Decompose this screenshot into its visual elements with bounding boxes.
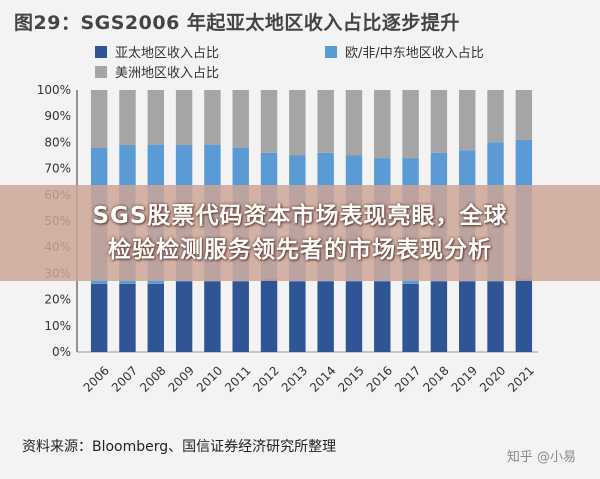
bar-segment <box>345 281 363 352</box>
legend-label: 欧/非/中东地区收入占比 <box>345 46 484 61</box>
bar-segment <box>232 90 249 148</box>
legend-label: 美洲地区收入占比 <box>115 66 220 81</box>
x-tick-label: 2007 <box>109 363 140 394</box>
y-tick-label: 20% <box>44 293 71 307</box>
x-tick-label: 2021 <box>505 363 536 394</box>
x-tick-label: 2015 <box>335 363 366 394</box>
bar-segment <box>204 90 221 146</box>
bar-segment <box>402 283 419 352</box>
x-tick-label: 2020 <box>477 363 508 394</box>
legend-swatch <box>95 45 107 58</box>
bar-segment <box>459 281 476 352</box>
bar-segment <box>374 281 391 352</box>
bar-segment <box>90 90 108 148</box>
bar-segment <box>487 90 504 143</box>
legend-item-emea: 欧/非/中东地区收入占比 <box>325 42 484 61</box>
y-tick-label: 100% <box>37 83 71 97</box>
source-note: 资料来源：Bloomberg、国信证券经济研究所整理 <box>22 439 337 455</box>
bar-segment <box>459 90 476 151</box>
x-tick-label: 2019 <box>449 363 480 394</box>
bar-segment <box>289 281 306 352</box>
bar-segment <box>515 90 533 140</box>
bar-segment <box>232 281 249 352</box>
x-tick-label: 2011 <box>222 363 253 394</box>
bar-segment <box>147 90 164 146</box>
legend-swatch <box>325 45 337 58</box>
legend-item-americas: 美洲地区收入占比 <box>95 62 219 81</box>
bar-segment <box>430 281 448 352</box>
x-tick-label: 2009 <box>166 363 197 394</box>
bar-segment <box>90 283 108 352</box>
legend-swatch <box>95 65 107 78</box>
bar-segment <box>515 278 533 352</box>
bar-segment <box>374 90 391 159</box>
y-tick-label: 80% <box>44 135 71 149</box>
bar-segment <box>147 283 164 352</box>
bar-segment <box>204 281 221 352</box>
overlay-banner: SGS股票代码资本市场表现亮眼，全球 检验检测服务领先者的市场表现分析 <box>0 185 600 281</box>
legend-item-asia-pacific: 亚太地区收入占比 <box>95 42 219 61</box>
y-tick-label: 90% <box>44 109 71 123</box>
bar-segment <box>345 90 363 156</box>
watermark: 知乎 @小易 <box>506 450 576 465</box>
bar-segment <box>430 90 448 153</box>
bar-segment <box>119 283 136 352</box>
y-tick-label: 70% <box>44 162 71 176</box>
bar-segment <box>317 90 334 153</box>
bar-segment <box>119 90 136 146</box>
bar-segment <box>260 90 278 153</box>
x-tick-label: 2008 <box>137 363 168 394</box>
overlay-headline-line-1: SGS股票代码资本市场表现亮眼，全球 <box>92 203 508 229</box>
bar-segment <box>317 281 334 352</box>
bar-segment <box>402 90 419 159</box>
overlay-headline-line-2: 检验检测服务领先者的市场表现分析 <box>108 237 492 263</box>
y-tick-label: 0% <box>52 345 71 359</box>
x-tick-label: 2010 <box>194 363 225 394</box>
bar-segment <box>260 278 278 352</box>
x-tick-label: 2014 <box>307 363 338 394</box>
bar-segment <box>289 90 306 156</box>
x-tick-label: 2018 <box>420 363 451 394</box>
x-tick-label: 2016 <box>364 363 395 394</box>
chart-title: 图29：SGS2006 年起亚太地区收入占比逐步提升 <box>14 12 460 34</box>
x-tick-label: 2012 <box>250 363 281 394</box>
x-tick-label: 2017 <box>392 363 423 394</box>
x-tick-label: 2006 <box>81 363 112 394</box>
y-tick-label: 10% <box>44 319 71 333</box>
bar-segment <box>487 281 504 352</box>
bar-segment <box>175 281 193 352</box>
x-tick-label: 2013 <box>279 363 310 394</box>
bar-segment <box>175 90 193 146</box>
legend-label: 亚太地区收入占比 <box>115 46 220 61</box>
